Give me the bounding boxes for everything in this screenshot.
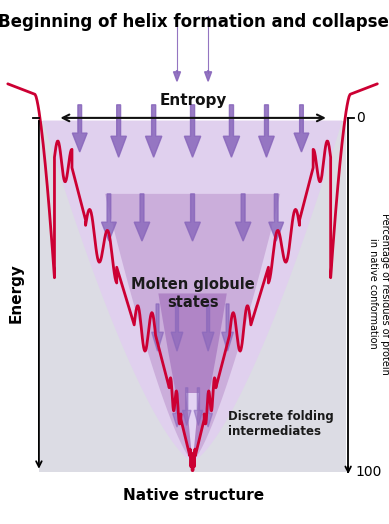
Polygon shape bbox=[186, 393, 199, 461]
Text: Entropy: Entropy bbox=[159, 93, 227, 108]
Polygon shape bbox=[39, 121, 346, 472]
Text: Percentage of residues of protein
in native conformation: Percentage of residues of protein in nat… bbox=[368, 213, 389, 374]
Polygon shape bbox=[43, 121, 342, 461]
FancyArrow shape bbox=[134, 194, 150, 241]
FancyArrow shape bbox=[204, 393, 212, 427]
FancyArrow shape bbox=[235, 194, 251, 241]
FancyArrow shape bbox=[102, 194, 116, 241]
FancyArrow shape bbox=[205, 71, 212, 81]
Polygon shape bbox=[105, 194, 280, 461]
Text: Energy: Energy bbox=[9, 264, 24, 323]
FancyArrow shape bbox=[223, 105, 240, 157]
FancyArrow shape bbox=[173, 393, 181, 427]
Text: Discrete folding
intermediates: Discrete folding intermediates bbox=[228, 410, 333, 439]
FancyArrow shape bbox=[152, 304, 163, 351]
FancyArrow shape bbox=[145, 105, 162, 157]
FancyArrow shape bbox=[72, 105, 87, 152]
FancyArrow shape bbox=[171, 304, 183, 351]
FancyArrow shape bbox=[184, 105, 201, 157]
Text: 0: 0 bbox=[356, 111, 364, 125]
FancyArrow shape bbox=[294, 105, 309, 152]
Text: Molten globule
states: Molten globule states bbox=[131, 277, 255, 310]
Text: Beginning of helix formation and collapse: Beginning of helix formation and collaps… bbox=[0, 13, 389, 31]
FancyArrow shape bbox=[222, 304, 233, 351]
FancyArrow shape bbox=[111, 105, 126, 157]
Text: Native structure: Native structure bbox=[123, 488, 264, 503]
FancyArrow shape bbox=[194, 388, 203, 425]
Text: 100: 100 bbox=[356, 465, 382, 478]
FancyArrow shape bbox=[259, 105, 274, 157]
FancyArrow shape bbox=[269, 194, 284, 241]
FancyArrow shape bbox=[202, 304, 214, 351]
FancyArrow shape bbox=[182, 388, 191, 425]
FancyArrow shape bbox=[173, 71, 180, 81]
FancyArrow shape bbox=[185, 194, 200, 241]
Polygon shape bbox=[158, 293, 227, 461]
